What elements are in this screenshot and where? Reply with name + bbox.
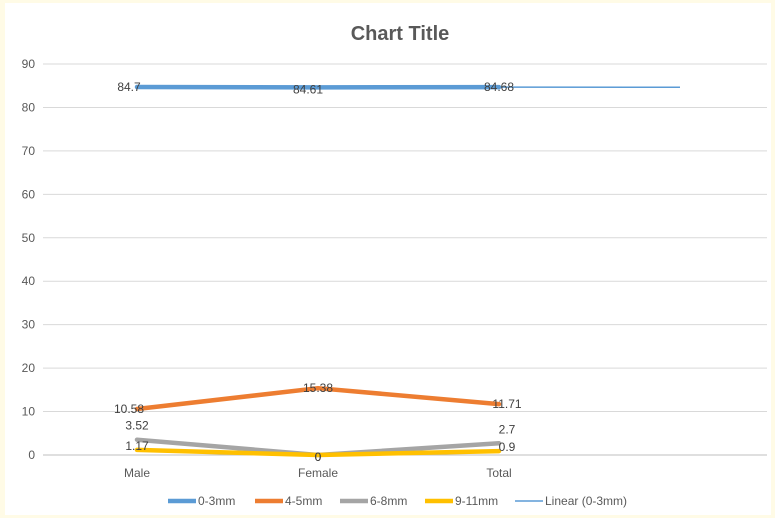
series-layer bbox=[134, 84, 502, 458]
chart-area: Chart Title 0 10 20 30 40 50 60 70 80 90 Male Femal… bbox=[5, 3, 771, 515]
legend-entry: 4-5mm bbox=[285, 494, 322, 508]
y-tick-label: 50 bbox=[22, 231, 36, 245]
y-tick-label: 20 bbox=[22, 361, 36, 375]
legend-entry: 0-3mm bbox=[198, 494, 235, 508]
y-tick-label: 70 bbox=[22, 144, 36, 158]
data-label: 84.68 bbox=[484, 80, 514, 94]
data-label: 15.38 bbox=[303, 381, 333, 395]
y-tick-label: 80 bbox=[22, 100, 36, 114]
legend: 0-3mm 4-5mm 6-8mm 9-11mm Linear (0-3mm) bbox=[168, 494, 627, 508]
data-label: 1.17 bbox=[125, 439, 149, 453]
data-label: 2.7 bbox=[499, 422, 516, 436]
chart-title: Chart Title bbox=[351, 23, 450, 45]
data-label: 0.9 bbox=[499, 440, 516, 454]
y-tick-label: 90 bbox=[22, 57, 36, 71]
x-tick-label: Total bbox=[486, 466, 511, 480]
data-label: 0 bbox=[315, 450, 322, 464]
series-line bbox=[134, 447, 502, 458]
y-tick-label: 0 bbox=[28, 448, 35, 462]
line-chart: Chart Title 0 10 20 30 40 50 60 70 80 90 Male Femal… bbox=[22, 23, 767, 508]
data-label: 84.7 bbox=[117, 80, 141, 94]
data-labels: 84.7 84.61 84.68 10.58 15.38 11.71 3.52 0 2.7 1.1… bbox=[114, 80, 522, 464]
data-label: 10.58 bbox=[114, 402, 144, 416]
data-label: 84.61 bbox=[293, 82, 323, 96]
y-tick-label: 30 bbox=[22, 318, 36, 332]
legend-entry: Linear (0-3mm) bbox=[545, 494, 627, 508]
y-tick-label: 10 bbox=[22, 405, 36, 419]
x-tick-label: Female bbox=[298, 466, 338, 480]
data-label: 3.52 bbox=[125, 419, 149, 433]
axes: 0 10 20 30 40 50 60 70 80 90 Male Female Total bbox=[22, 57, 512, 480]
y-tick-label: 60 bbox=[22, 187, 36, 201]
y-tick-label: 40 bbox=[22, 274, 36, 288]
legend-entry: 9-11mm bbox=[455, 494, 498, 508]
legend-entry: 6-8mm bbox=[370, 494, 407, 508]
series-line bbox=[134, 385, 502, 412]
gridlines bbox=[43, 63, 767, 456]
x-tick-label: Male bbox=[124, 466, 150, 480]
data-label: 0 bbox=[315, 450, 322, 464]
data-label: 11.71 bbox=[492, 397, 521, 411]
